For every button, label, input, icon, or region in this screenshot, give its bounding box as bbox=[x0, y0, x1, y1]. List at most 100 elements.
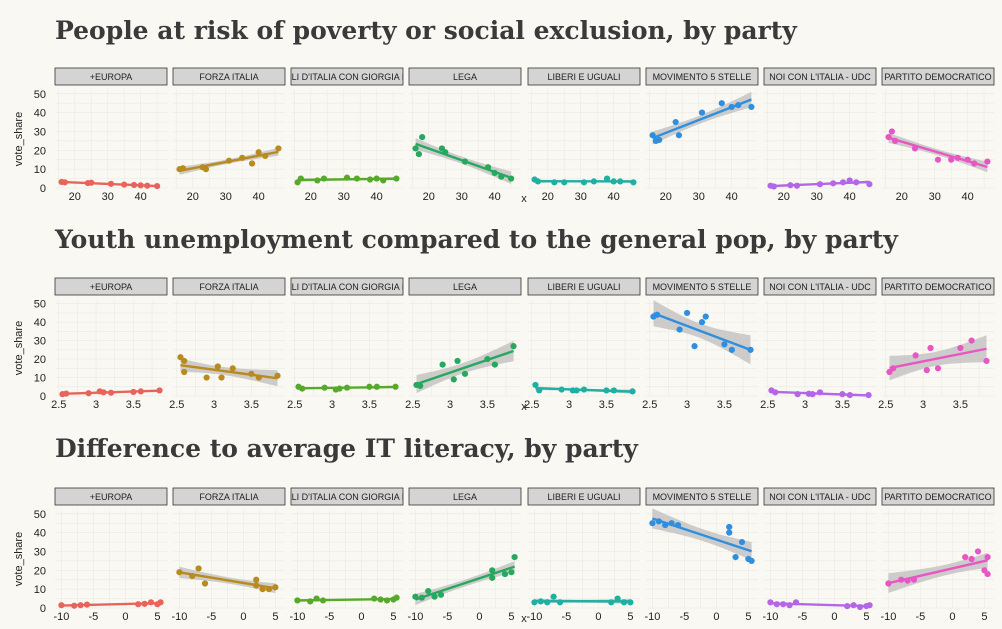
facet-strip bbox=[645, 67, 759, 86]
x-tick-label: 3.5 bbox=[717, 399, 732, 411]
facet-panel: FRATELLI D'ITALIA CON GIORGIA MELONI 2.5 3… bbox=[287, 277, 404, 411]
trend-line bbox=[653, 312, 751, 351]
x-tick-label: -5 bbox=[562, 611, 572, 623]
panel-background bbox=[291, 510, 403, 608]
y-tick-label: 20 bbox=[34, 354, 46, 366]
x-tick-label: 30 bbox=[220, 191, 232, 203]
facet-strip-label: +EUROPA bbox=[90, 72, 133, 82]
facet-panel: MOVIMENTO 5 STELLE 2.5 3 3.5 bbox=[642, 277, 759, 411]
x-tick-label: 5 bbox=[863, 611, 869, 623]
x-tick-label: 2.5 bbox=[287, 399, 302, 411]
facet-panel: FRATELLI D'ITALIA CON GIORGIA MELONI -10 -… bbox=[289, 487, 404, 623]
panel-background bbox=[55, 510, 167, 608]
data-point bbox=[984, 158, 991, 165]
facet-strip-label: +EUROPA bbox=[90, 282, 133, 292]
x-tick-label: 3 bbox=[802, 399, 808, 411]
data-point bbox=[698, 109, 706, 116]
x-tick-label: 3.5 bbox=[362, 399, 377, 411]
panel-background bbox=[291, 90, 403, 188]
facet-panel: LIBERI E UGUALI -10 -5 0 5 bbox=[526, 487, 641, 623]
facet-panel: LIBERI E UGUALI 2.5 3 3.5 bbox=[524, 277, 641, 411]
panel-background bbox=[764, 300, 876, 396]
x-tick-label: 3 bbox=[684, 399, 690, 411]
facet-strip-label: +EUROPA bbox=[90, 492, 133, 502]
facet-strip bbox=[645, 277, 759, 296]
data-point bbox=[748, 103, 755, 111]
x-tick-label: 2.5 bbox=[405, 399, 420, 411]
y-tick-label: 50 bbox=[34, 509, 46, 521]
chart-title: People at risk of poverty or social excl… bbox=[55, 16, 798, 45]
data-point bbox=[912, 352, 919, 359]
data-point bbox=[156, 387, 163, 394]
data-point bbox=[738, 538, 746, 546]
x-tick-label: 3.5 bbox=[126, 399, 141, 411]
facet-strip-label: MOVIMENTO 5 STELLE bbox=[653, 72, 752, 82]
data-point bbox=[934, 156, 942, 163]
facet-strip-label: NOI CON L'ITALIA - UDC bbox=[769, 72, 871, 82]
y-tick-label: 30 bbox=[34, 126, 46, 138]
x-tick-label: -10 bbox=[762, 611, 778, 623]
x-tick-label: 40 bbox=[726, 191, 738, 203]
x-tick-label: 2.5 bbox=[642, 399, 657, 411]
data-point bbox=[214, 363, 221, 370]
x-tick-label: 40 bbox=[489, 191, 501, 203]
facet-strip bbox=[527, 487, 641, 506]
x-tick-label: 5 bbox=[390, 611, 396, 623]
data-point bbox=[461, 370, 469, 377]
x-tick-label: 20 bbox=[305, 191, 317, 203]
facet-strip bbox=[54, 67, 168, 86]
data-point bbox=[437, 591, 445, 598]
panel-background bbox=[528, 300, 640, 396]
x-axis-label: x bbox=[521, 193, 527, 205]
data-point bbox=[439, 361, 446, 368]
data-point bbox=[181, 357, 188, 365]
chart-title: Youth unemployment compared to the gener… bbox=[54, 225, 899, 254]
data-point bbox=[983, 357, 990, 365]
data-point bbox=[974, 548, 982, 555]
data-point bbox=[201, 580, 209, 587]
x-tick-label: 40 bbox=[135, 191, 147, 203]
data-point bbox=[675, 132, 683, 139]
x-tick-label: 0 bbox=[240, 611, 246, 623]
panel-background bbox=[173, 510, 285, 608]
x-tick-label: 5 bbox=[154, 611, 160, 623]
x-tick-label: 0 bbox=[831, 611, 837, 623]
trend-line bbox=[297, 177, 397, 182]
data-point bbox=[702, 313, 709, 320]
y-tick-label: 50 bbox=[34, 299, 46, 311]
facet-panel: PARTITO DEMOCRATICO 20 30 40 bbox=[881, 67, 995, 203]
facet-panel: +EUROPA 2.5 3 3.5 bbox=[51, 277, 168, 411]
data-point bbox=[181, 368, 188, 376]
x-tick-label: 3 bbox=[211, 399, 217, 411]
trend-line bbox=[771, 390, 869, 397]
data-point bbox=[656, 136, 663, 144]
trend-line bbox=[888, 136, 988, 169]
facet-strip-label: FORZA ITALIA bbox=[199, 282, 258, 292]
trend-line bbox=[179, 150, 279, 173]
facet-strip bbox=[172, 67, 286, 86]
data-point bbox=[984, 570, 991, 578]
trend-line bbox=[770, 602, 870, 608]
trend-line bbox=[297, 597, 397, 602]
data-point bbox=[255, 149, 262, 156]
facet-strip bbox=[290, 277, 404, 296]
trend-line bbox=[888, 559, 988, 585]
data-point bbox=[203, 374, 210, 381]
y-axis-label: vote_share bbox=[13, 321, 25, 375]
x-tick-label: -10 bbox=[880, 611, 896, 623]
x-tick-label: -5 bbox=[798, 611, 808, 623]
x-tick-label: 20 bbox=[542, 191, 554, 203]
x-tick-label: -10 bbox=[289, 611, 305, 623]
data-point bbox=[676, 326, 683, 333]
trend-line bbox=[180, 363, 278, 380]
x-tick-label: -10 bbox=[53, 611, 69, 623]
x-tick-label: 0 bbox=[358, 611, 364, 623]
x-tick-label: 3 bbox=[566, 399, 572, 411]
data-point bbox=[957, 344, 964, 352]
x-tick-label: -10 bbox=[171, 611, 187, 623]
x-tick-label: 40 bbox=[253, 191, 265, 203]
facet-strip bbox=[763, 67, 877, 86]
facet-panel: +EUROPA 20 30 40 bbox=[54, 67, 168, 203]
data-point bbox=[683, 309, 691, 317]
